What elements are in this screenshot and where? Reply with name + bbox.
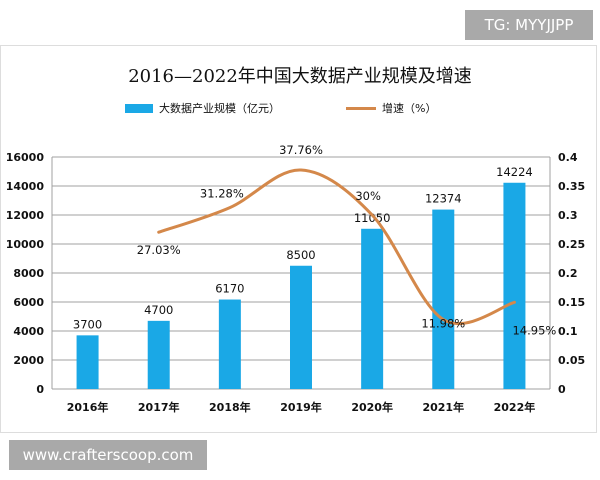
x-tick-label: 2020年	[351, 400, 393, 414]
bar	[290, 265, 312, 389]
y-right-tick-label: 0	[558, 383, 566, 396]
x-tick-label: 2017年	[138, 400, 180, 414]
bar	[432, 209, 455, 389]
watermark-top: TG: MYYJJPP	[465, 10, 593, 40]
bar-data-label: 6170	[215, 282, 244, 296]
y-left-tick-label: 2000	[13, 354, 44, 367]
y-right-tick-label: 0.35	[558, 180, 585, 193]
bar-data-label: 8500	[286, 248, 315, 262]
y-left-tick-label: 0	[36, 383, 44, 396]
legend-label-bar: 大数据产业规模（亿元）	[159, 102, 280, 115]
y-right-tick-label: 0.1	[558, 325, 578, 338]
chart-title: 2016—2022年中国大数据产业规模及增速	[128, 66, 472, 87]
y-left-tick-label: 16000	[6, 151, 45, 164]
legend-label-line: 增速（%）	[382, 102, 437, 115]
growth-line	[157, 168, 516, 326]
line-data-label: 31.28%	[200, 187, 244, 201]
bar-data-label: 4700	[144, 303, 173, 317]
bar	[503, 182, 526, 389]
y-right-tick-label: 0.3	[558, 209, 578, 222]
legend-swatch-bar	[125, 103, 153, 113]
y-left-tick-label: 10000	[6, 238, 45, 251]
line-data-label: 30%	[355, 189, 381, 203]
legend-swatch-line	[346, 106, 376, 110]
y-left-tick-label: 14000	[6, 180, 45, 193]
x-tick-label: 2021年	[422, 400, 464, 414]
y-left-tick-label: 6000	[13, 296, 44, 309]
y-right-tick-label: 0.15	[558, 296, 585, 309]
line-data-label: 14.95%	[512, 323, 556, 337]
bar-data-label: 14224	[496, 165, 533, 179]
line-data-label: 37.76%	[279, 143, 323, 157]
bar	[361, 228, 384, 389]
x-tick-label: 2018年	[209, 400, 251, 414]
line-data-label: 11.98%	[421, 317, 465, 331]
x-tick-label: 2022年	[494, 400, 536, 414]
line-data-label: 27.03%	[137, 243, 181, 257]
bar	[218, 299, 241, 389]
y-right-tick-label: 0.2	[558, 267, 578, 280]
x-tick-label: 2016年	[67, 400, 109, 414]
watermark-bottom: www.crafterscoop.com	[9, 440, 207, 470]
y-right-tick-label: 0.25	[558, 238, 585, 251]
x-tick-label: 2019年	[280, 400, 322, 414]
bar-data-label: 11050	[354, 211, 391, 225]
legend-item-line: 增速（%）	[346, 100, 436, 116]
y-right-tick-label: 0.4	[558, 151, 578, 164]
bar-data-label: 3700	[73, 317, 102, 331]
y-left-tick-label: 12000	[6, 209, 45, 222]
bar	[76, 335, 99, 389]
y-left-tick-label: 4000	[13, 325, 44, 338]
bar-data-label: 12374	[425, 192, 462, 206]
y-right-tick-label: 0.05	[558, 354, 585, 367]
legend-item-bar: 大数据产业规模（亿元）	[125, 100, 280, 116]
bar	[147, 320, 170, 389]
y-left-tick-label: 8000	[13, 267, 44, 280]
